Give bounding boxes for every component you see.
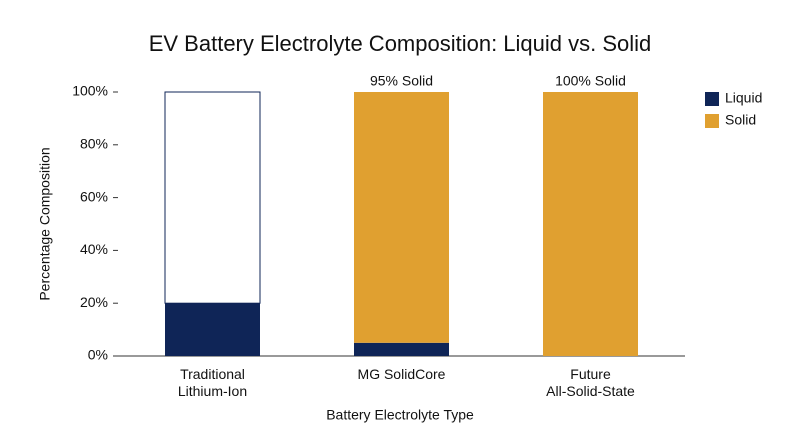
y-axis-title: Percentage Composition <box>37 147 53 300</box>
x-axis-title: Battery Electrolyte Type <box>326 407 474 423</box>
y-tick-label: 40% <box>80 241 108 257</box>
bar-segment <box>354 342 449 356</box>
chart-title: EV Battery Electrolyte Composition: Liqu… <box>149 31 652 56</box>
x-tick-label: Traditional Lithium-Ion <box>177 366 248 399</box>
bar-segment <box>354 92 449 343</box>
y-tick-label: 60% <box>80 188 108 204</box>
legend-swatch <box>705 114 719 128</box>
y-tick-label: 100% <box>72 83 108 99</box>
bar-segment <box>165 303 260 356</box>
bar-segment <box>164 91 261 304</box>
x-tick-label: MG SolidCore <box>357 366 446 382</box>
data-label: 100% Solid <box>555 73 626 89</box>
y-tick-label: 20% <box>80 294 108 310</box>
legend-swatch <box>705 92 719 106</box>
data-label: 95% Solid <box>370 73 433 89</box>
legend-label: Liquid <box>725 90 762 106</box>
bar-segment <box>543 92 638 356</box>
legend-label: Solid <box>725 112 756 128</box>
x-tick-label: Future All-Solid-State <box>546 366 635 399</box>
y-tick-label: 0% <box>88 347 108 363</box>
y-tick-label: 80% <box>80 136 108 152</box>
